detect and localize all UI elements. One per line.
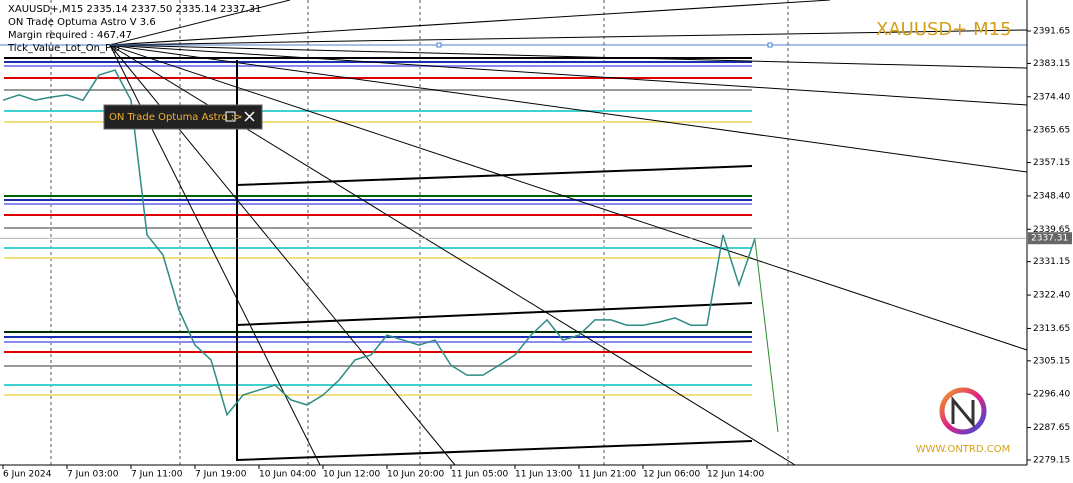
y-tick-label: 2305.15 [1033, 356, 1070, 366]
x-tick-label: 7 Jun 19:00 [195, 470, 247, 480]
x-tick-label: 10 Jun 20:00 [387, 470, 444, 480]
panel-label: ON Trade Optuma Astro :> [109, 112, 243, 123]
panel[interactable]: ON Trade Optuma Astro :> [103, 104, 263, 130]
level-lines [4, 57, 752, 396]
y-tick-label: 2287.65 [1033, 423, 1070, 433]
x-tick-label: 11 Jun 21:00 [579, 470, 636, 480]
x-tick-label: 10 Jun 04:00 [259, 470, 316, 480]
header-line: Margin required : 467.47 [8, 30, 132, 41]
panel-box [103, 104, 263, 130]
y-tick-label: 2322.40 [1033, 291, 1070, 301]
x-tick-label: 10 Jun 12:00 [323, 470, 380, 480]
y-tick-label: 2296.40 [1033, 390, 1070, 400]
logo-mark [951, 395, 975, 429]
x-tick-label: 12 Jun 14:00 [707, 470, 764, 480]
handle [767, 42, 773, 48]
header-line: Tick_Value_Lot_On_Pip [7, 43, 120, 54]
header-line: ON Trade Optuma Astro V 3.6 [8, 17, 156, 28]
y-tick-label: 2331.15 [1033, 257, 1070, 267]
last-price-box [1028, 232, 1072, 245]
watermark: WWW.ONTRD.COM [916, 444, 1010, 455]
handle [436, 42, 442, 48]
x-tick-label: 7 Jun 11:00 [131, 470, 183, 480]
y-tick-label: 2365.65 [1033, 126, 1070, 136]
logo [939, 387, 987, 435]
plot [2, 69, 756, 417]
chart-title: XAUUSD+ M15 [876, 19, 1012, 40]
x-tick-label: 11 Jun 13:00 [515, 470, 572, 480]
x-tick-label: 11 Jun 05:00 [451, 470, 508, 480]
y-tick-label: 2279.15 [1033, 456, 1070, 466]
y-tick-label: 2391.65 [1033, 27, 1070, 37]
y-tick-label: 2357.15 [1033, 158, 1070, 168]
header-line: XAUUSD+,M15 2335.14 2337.50 2335.14 2337… [8, 4, 261, 15]
last-price-label: 2337.31 [1031, 234, 1068, 244]
restore-icon[interactable] [225, 111, 236, 122]
close-icon[interactable] [244, 111, 255, 122]
x-tick-label: 7 Jun 03:00 [67, 470, 119, 480]
y-tick-label: 2313.65 [1033, 324, 1070, 334]
y-tick-label: 2348.40 [1033, 191, 1070, 201]
x-tick-label: 6 Jun 2024 [3, 470, 52, 480]
y-tick-label: 2339.65 [1033, 225, 1070, 235]
y-tick-label: 2383.15 [1033, 59, 1070, 69]
price-line [2, 69, 756, 417]
y-tick-label: 2374.40 [1033, 92, 1070, 102]
x-tick-label: 12 Jun 06:00 [643, 470, 700, 480]
